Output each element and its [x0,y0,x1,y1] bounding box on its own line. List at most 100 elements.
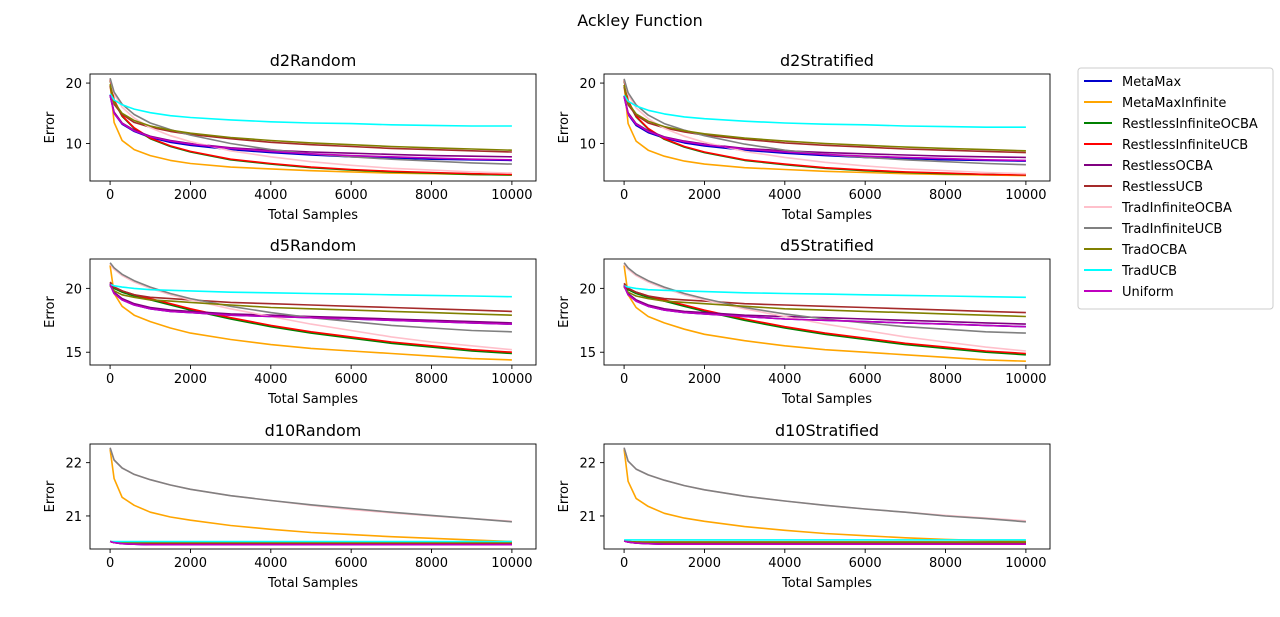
line-meta-max-infinite [623,449,1026,542]
legend-item-trad-infinite-ocba: TradInfiniteOCBA [1084,201,1232,216]
legend-label: TradInfiniteOCBA [1121,201,1232,216]
x-tick-label: 0 [106,372,114,387]
subplot-d2-stratified: 0 2000 4000 6000 8000 10000 10 20 d2Stratified To… [557,51,1051,223]
line-restless-ucb [623,282,1026,314]
y-tick-label: 10 [579,138,596,153]
x-tick-label: 4000 [768,372,801,387]
x-tick-label: 0 [620,372,628,387]
x-tick-label: 10000 [491,556,532,571]
x-tick-label: 10000 [1005,556,1046,571]
line-trad-ocba [109,84,512,151]
y-tick-label: 22 [65,457,82,472]
axes-frame [603,258,1051,366]
series-lines [623,78,1026,177]
line-restless-infinite-ucb [623,79,1026,176]
legend-item-uniform: Uniform [1084,285,1174,300]
legend-label: RestlessOCBA [1122,159,1213,174]
x-tick-label: 10000 [491,188,532,203]
line-trad-infinite-ucb [109,262,512,333]
x-tick-label: 6000 [335,556,368,571]
line-trad-infinite-ucb [623,447,1026,523]
x-tick-label: 4000 [254,556,287,571]
y-tick-label: 15 [579,346,596,361]
y-axis-label: Error [43,480,58,512]
line-trad-infinite-ucb [109,77,512,165]
x-tick-label: 0 [620,556,628,571]
subplot-title: d2Stratified [780,51,874,70]
legend: MetaMax MetaMaxInfinite RestlessInfiniteOC… [1077,67,1274,310]
legend-label: RestlessUCB [1122,180,1203,195]
x-tick-label: 2000 [688,372,721,387]
y-tick-label: 20 [65,282,82,297]
x-tick-label: 6000 [849,556,882,571]
x-tick-label: 8000 [929,556,962,571]
line-trad-ucb [623,285,1026,299]
line-restless-ocba [109,282,512,324]
x-tick-label: 8000 [415,372,448,387]
y-tick-label: 22 [579,457,596,472]
x-axis-label: Total Samples [267,392,358,407]
x-tick-label: 8000 [929,188,962,203]
line-trad-infinite-ocba [623,263,1026,352]
x-tick-label: 4000 [768,188,801,203]
x-axis-label: Total Samples [267,208,358,223]
x-tick-label: 6000 [335,372,368,387]
legend-item-restless-ocba: RestlessOCBA [1084,159,1213,174]
legend-label: TradUCB [1121,264,1177,279]
x-tick-label: 2000 [174,188,207,203]
x-tick-label: 2000 [688,556,721,571]
x-tick-label: 10000 [491,372,532,387]
line-trad-infinite-ocba [623,79,1026,175]
line-trad-ocba [623,286,1026,318]
legend-item-trad-ucb: TradUCB [1084,264,1177,279]
line-trad-infinite-ucb [623,262,1026,334]
line-restless-infinite-ocba [623,286,1026,356]
x-axis-label: Total Samples [781,208,872,223]
subplot-title: d5Random [270,236,357,255]
legend-item-trad-infinite-ucb: TradInfiniteUCB [1084,222,1222,237]
y-axis-label: Error [557,111,572,143]
x-tick-label: 6000 [335,188,368,203]
line-trad-ucb [109,93,512,127]
subplot-d5-random: 0 2000 4000 6000 8000 10000 15 20 d5Random Total … [43,236,537,407]
subplot-grid: 0 2000 4000 6000 8000 100001020d2RandomTotal … [43,51,1051,591]
y-axis-label: Error [43,111,58,143]
x-tick-label: 6000 [849,372,882,387]
x-tick-label: 2000 [174,556,207,571]
line-restless-infinite-ocba [109,285,512,355]
line-uniform [109,540,512,546]
series-lines [623,262,1026,362]
line-uniform [623,285,1026,328]
x-tick-label: 4000 [254,372,287,387]
legend-item-restless-ucb: RestlessUCB [1084,180,1203,195]
line-trad-ucb [109,283,512,298]
y-tick-label: 20 [579,77,596,92]
series-lines [109,77,512,176]
legend-item-restless-infinite-ocba: RestlessInfiniteOCBA [1084,117,1258,132]
x-tick-label: 8000 [929,372,962,387]
y-tick-label: 15 [65,346,82,361]
legend-label: TradInfiniteUCB [1121,222,1222,237]
line-uniform [109,284,512,325]
legend-item-trad-ocba: TradOCBA [1084,243,1187,258]
series-lines [623,447,1026,546]
x-tick-label: 4000 [254,188,287,203]
line-uniform [109,95,512,161]
subplot-title: d10Stratified [775,421,879,440]
x-tick-label: 0 [620,188,628,203]
legend-item-restless-infinite-ucb: RestlessInfiniteUCB [1084,138,1248,153]
legend-frame [1077,67,1274,310]
line-trad-ocba [109,285,512,316]
legend-label: TradOCBA [1121,243,1187,258]
axes-frame [603,73,1051,182]
subplot-d5-stratified: 0 2000 4000 6000 8000 10000 15 20 d5Stratified To… [557,236,1051,407]
figure-title: Ackley Function [577,11,703,30]
legend-item-meta-max: MetaMax [1084,75,1181,90]
line-trad-infinite-ucb [109,447,512,523]
line-meta-max-infinite [623,265,1026,362]
y-tick-label: 21 [65,510,82,525]
line-restless-ucb [109,281,512,313]
x-tick-label: 6000 [849,188,882,203]
line-meta-max-infinite [109,449,512,543]
